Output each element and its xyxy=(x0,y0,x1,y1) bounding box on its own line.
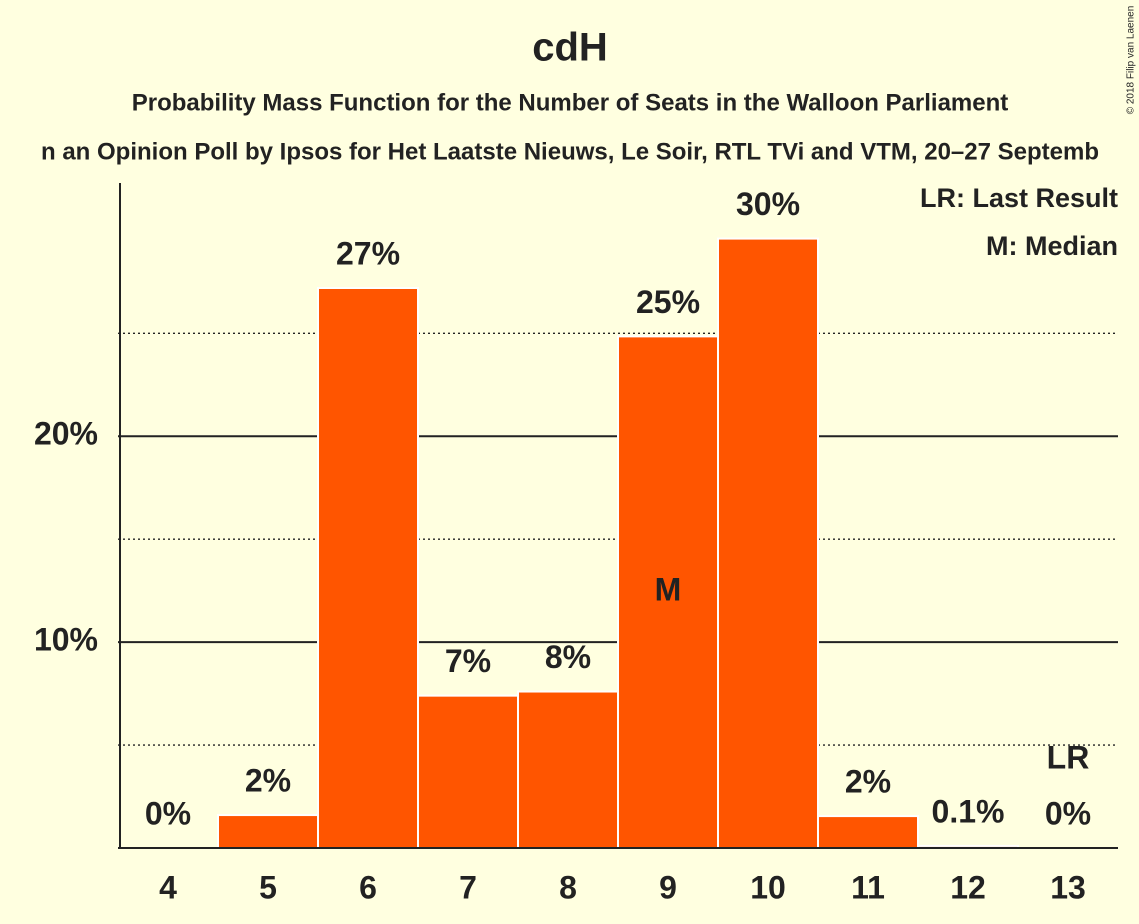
x-tick-label: 11 xyxy=(851,869,885,905)
x-tick-label: 6 xyxy=(359,869,377,905)
x-tick-label: 8 xyxy=(559,869,577,905)
x-tick-label: 12 xyxy=(950,869,986,905)
bar xyxy=(517,690,619,849)
value-label: 27% xyxy=(336,235,400,271)
bar xyxy=(317,287,419,849)
x-tick-label: 5 xyxy=(259,869,277,905)
bar xyxy=(817,815,919,850)
value-label: 25% xyxy=(636,284,700,320)
legend-entry: M: Median xyxy=(986,231,1118,261)
chart-title: cdH xyxy=(532,26,608,70)
chart-subtitle: n an Opinion Poll by Ipsos for Het Laats… xyxy=(41,138,1099,165)
value-label: 8% xyxy=(545,639,591,675)
chart-subtitle: Probability Mass Function for the Number… xyxy=(132,89,1009,116)
value-label: 0% xyxy=(1045,795,1091,831)
value-label: 2% xyxy=(845,764,891,800)
x-tick-label: 4 xyxy=(159,869,177,905)
y-tick-label: 10% xyxy=(34,622,98,658)
value-label: 0% xyxy=(145,795,191,831)
annotation: LR xyxy=(1047,739,1090,775)
bar xyxy=(417,694,519,849)
x-tick-label: 13 xyxy=(1050,869,1086,905)
value-label: 2% xyxy=(245,763,291,799)
x-tick-label: 9 xyxy=(659,869,677,905)
x-tick-label: 10 xyxy=(750,869,786,905)
legend-entry: LR: Last Result xyxy=(920,183,1118,213)
copyright: © 2018 Filip van Laenen xyxy=(1126,6,1137,115)
x-tick-label: 7 xyxy=(459,869,477,905)
annotation: M xyxy=(655,572,682,608)
y-tick-label: 20% xyxy=(34,416,98,452)
bar xyxy=(217,814,319,850)
value-label: 0.1% xyxy=(932,793,1005,829)
value-label: 30% xyxy=(736,186,800,222)
value-label: 7% xyxy=(445,643,491,679)
bar xyxy=(617,335,719,849)
bar xyxy=(717,237,819,849)
